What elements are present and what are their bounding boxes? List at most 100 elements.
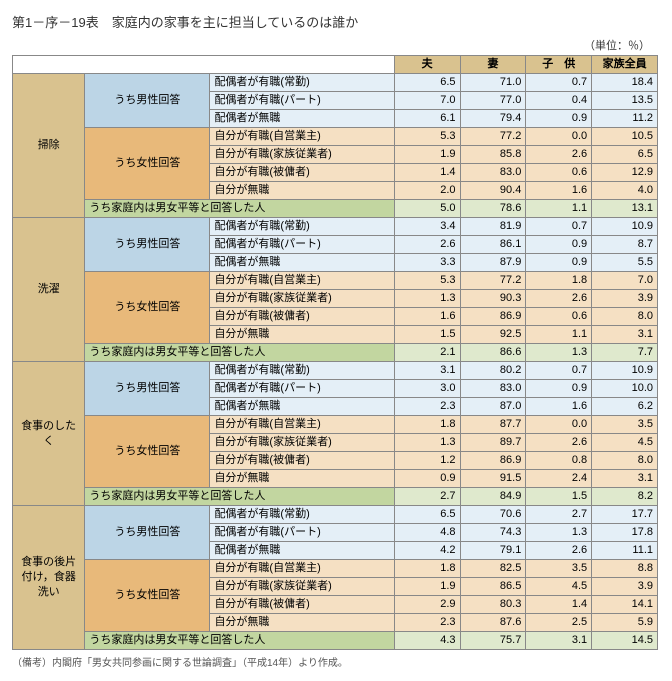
cell: 14.1 (592, 596, 658, 614)
cell: 0.4 (526, 92, 592, 110)
sub-label: 自分が有職(家族従業者) (210, 146, 394, 164)
sub-label: 自分が有職(自営業主) (210, 560, 394, 578)
cell: 86.9 (460, 452, 526, 470)
cell: 1.3 (394, 290, 460, 308)
resp-female: うち女性回答 (85, 272, 210, 344)
cell: 4.8 (394, 524, 460, 542)
cell: 2.5 (526, 614, 592, 632)
cell: 86.1 (460, 236, 526, 254)
sub-label: 配偶者が無職 (210, 398, 394, 416)
unit-label: （単位：％） (12, 37, 660, 53)
cell: 8.7 (592, 236, 658, 254)
cell: 0.0 (526, 416, 592, 434)
cell: 2.6 (526, 542, 592, 560)
cell: 2.9 (394, 596, 460, 614)
resp-male: うち男性回答 (85, 218, 210, 272)
cell: 87.7 (460, 416, 526, 434)
sub-label: 自分が無職 (210, 614, 394, 632)
cell: 3.4 (394, 218, 460, 236)
cell: 1.8 (394, 560, 460, 578)
cell: 86.5 (460, 578, 526, 596)
cell: 2.0 (394, 182, 460, 200)
sub-label: 配偶者が有職(パート) (210, 524, 394, 542)
cell: 74.3 (460, 524, 526, 542)
cell: 90.4 (460, 182, 526, 200)
cat-cleaning: 掃除 (13, 74, 85, 218)
cell: 8.0 (592, 308, 658, 326)
cat-dishes: 食事の後片付け，食器洗い (13, 506, 85, 650)
resp-male: うち男性回答 (85, 506, 210, 560)
cell: 3.1 (592, 326, 658, 344)
cell: 7.7 (592, 344, 658, 362)
cell: 0.9 (526, 110, 592, 128)
cell: 4.5 (526, 578, 592, 596)
cell: 2.7 (526, 506, 592, 524)
cell: 1.4 (526, 596, 592, 614)
cell: 8.2 (592, 488, 658, 506)
cell: 86.9 (460, 308, 526, 326)
cell: 1.8 (526, 272, 592, 290)
cell: 3.5 (592, 416, 658, 434)
resp-female: うち女性回答 (85, 416, 210, 488)
resp-male: うち男性回答 (85, 74, 210, 128)
sub-label: 配偶者が無職 (210, 110, 394, 128)
cell: 2.7 (394, 488, 460, 506)
header-row: 夫 妻 子 供 家族全員 (13, 56, 658, 74)
cell: 0.9 (526, 236, 592, 254)
cell: 78.6 (460, 200, 526, 218)
cell: 0.9 (526, 380, 592, 398)
cell: 4.2 (394, 542, 460, 560)
cell: 85.8 (460, 146, 526, 164)
resp-equal: うち家庭内は男女平等と回答した人 (85, 488, 394, 506)
cell: 11.1 (592, 542, 658, 560)
sub-label: 配偶者が無職 (210, 254, 394, 272)
cell: 2.3 (394, 614, 460, 632)
cell: 5.3 (394, 272, 460, 290)
cell: 4.3 (394, 632, 460, 650)
cell: 8.8 (592, 560, 658, 578)
sub-label: 配偶者が有職(パート) (210, 236, 394, 254)
cell: 77.0 (460, 92, 526, 110)
cell: 1.8 (394, 416, 460, 434)
cell: 87.0 (460, 398, 526, 416)
cell: 13.5 (592, 92, 658, 110)
sub-label: 自分が無職 (210, 470, 394, 488)
cell: 6.5 (394, 74, 460, 92)
cell: 1.6 (526, 398, 592, 416)
cell: 6.5 (394, 506, 460, 524)
cell: 2.4 (526, 470, 592, 488)
resp-male: うち男性回答 (85, 362, 210, 416)
cell: 4.5 (592, 434, 658, 452)
cell: 71.0 (460, 74, 526, 92)
cell: 5.0 (394, 200, 460, 218)
cell: 1.3 (394, 434, 460, 452)
cell: 0.9 (526, 254, 592, 272)
col-wife: 妻 (460, 56, 526, 74)
cell: 10.0 (592, 380, 658, 398)
cell: 79.1 (460, 542, 526, 560)
cell: 0.8 (526, 452, 592, 470)
cell: 10.9 (592, 218, 658, 236)
sub-label: 配偶者が有職(パート) (210, 380, 394, 398)
cell: 5.9 (592, 614, 658, 632)
cat-cooking: 食事のしたく (13, 362, 85, 506)
cell: 79.4 (460, 110, 526, 128)
sub-label: 自分が無職 (210, 182, 394, 200)
cell: 2.6 (526, 434, 592, 452)
cell: 81.9 (460, 218, 526, 236)
cell: 86.6 (460, 344, 526, 362)
sub-label: 自分が無職 (210, 326, 394, 344)
cell: 2.1 (394, 344, 460, 362)
sub-label: 自分が有職(被傭者) (210, 308, 394, 326)
cell: 0.6 (526, 164, 592, 182)
sub-label: 自分が有職(自営業主) (210, 416, 394, 434)
table-title: 第1－序－19表 家庭内の家事を主に担当しているのは誰か (12, 12, 660, 31)
sub-label: 配偶者が有職(常勤) (210, 506, 394, 524)
cell: 90.3 (460, 290, 526, 308)
footnote: （備考）内閣府「男女共同参画に関する世論調査」（平成14年）より作成。 (12, 654, 660, 669)
cell: 1.5 (526, 488, 592, 506)
resp-female: うち女性回答 (85, 560, 210, 632)
cell: 10.9 (592, 362, 658, 380)
data-table: 夫 妻 子 供 家族全員 掃除うち男性回答配偶者が有職(常勤)6.571.00.… (12, 55, 658, 650)
cell: 3.9 (592, 578, 658, 596)
